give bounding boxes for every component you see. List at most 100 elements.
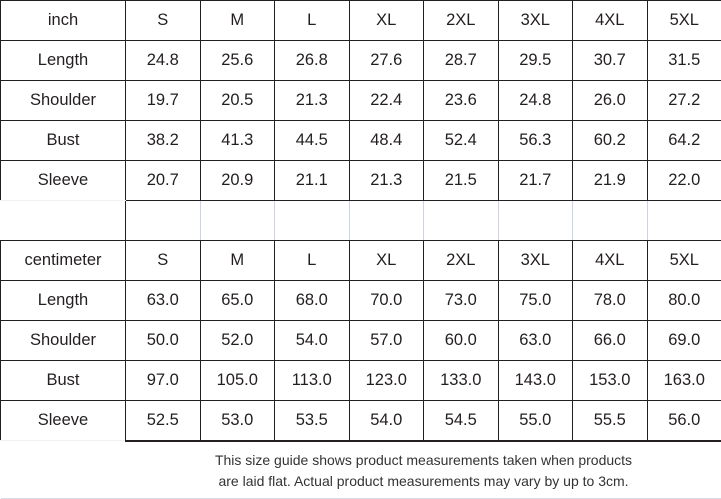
spacer-cell xyxy=(424,201,499,241)
inch-col-header-m: M xyxy=(200,1,275,41)
inch-shoulder-s: 19.7 xyxy=(126,81,201,121)
table-row: Sleeve 20.7 20.9 21.1 21.3 21.5 21.7 21.… xyxy=(1,161,721,201)
cm-header-row: centimeter S M L XL 2XL 3XL 4XL 5XL xyxy=(1,241,721,281)
cm-col-header-5xl: 5XL xyxy=(647,241,721,281)
inch-length-l: 26.8 xyxy=(275,41,350,81)
cm-sleeve-3xl: 55.0 xyxy=(498,401,573,441)
inch-length-xl: 27.6 xyxy=(349,41,424,81)
spacer-cell xyxy=(349,201,424,241)
spacer-cell xyxy=(573,201,648,241)
spacer-cell xyxy=(1,201,126,241)
cm-sleeve-5xl: 56.0 xyxy=(647,401,721,441)
cm-shoulder-xl: 57.0 xyxy=(349,321,424,361)
footer-note-row: This size guide shows product measuremen… xyxy=(1,441,721,499)
inch-row-label-length: Length xyxy=(1,41,126,81)
table-row: Sleeve 52.5 53.0 53.5 54.0 54.5 55.0 55.… xyxy=(1,401,721,441)
cm-col-header-4xl: 4XL xyxy=(573,241,648,281)
cm-length-5xl: 80.0 xyxy=(647,281,721,321)
cm-shoulder-l: 54.0 xyxy=(275,321,350,361)
table-spacer-row xyxy=(1,201,721,241)
cm-sleeve-s: 52.5 xyxy=(126,401,201,441)
table-row: Length 24.8 25.6 26.8 27.6 28.7 29.5 30.… xyxy=(1,41,721,81)
inch-bust-s: 38.2 xyxy=(126,121,201,161)
cm-sleeve-2xl: 54.5 xyxy=(424,401,499,441)
inch-bust-m: 41.3 xyxy=(200,121,275,161)
inch-sleeve-3xl: 21.7 xyxy=(498,161,573,201)
cm-col-header-m: M xyxy=(200,241,275,281)
cm-unit-label: centimeter xyxy=(1,241,126,281)
cm-length-xl: 70.0 xyxy=(349,281,424,321)
inch-length-4xl: 30.7 xyxy=(573,41,648,81)
spacer-cell xyxy=(275,201,350,241)
inch-shoulder-5xl: 27.2 xyxy=(647,81,721,121)
cm-sleeve-4xl: 55.5 xyxy=(573,401,648,441)
cm-shoulder-4xl: 66.0 xyxy=(573,321,648,361)
cm-length-l: 68.0 xyxy=(275,281,350,321)
inch-col-header-s: S xyxy=(126,1,201,41)
cm-sleeve-xl: 54.0 xyxy=(349,401,424,441)
cm-col-header-xl: XL xyxy=(349,241,424,281)
cm-bust-4xl: 153.0 xyxy=(573,361,648,401)
inch-col-header-l: L xyxy=(275,1,350,41)
inch-shoulder-2xl: 23.6 xyxy=(424,81,499,121)
cm-shoulder-5xl: 69.0 xyxy=(647,321,721,361)
cm-length-3xl: 75.0 xyxy=(498,281,573,321)
cm-col-header-l: L xyxy=(275,241,350,281)
inch-bust-3xl: 56.3 xyxy=(498,121,573,161)
cm-shoulder-m: 52.0 xyxy=(200,321,275,361)
inch-sleeve-l: 21.1 xyxy=(275,161,350,201)
cm-shoulder-3xl: 63.0 xyxy=(498,321,573,361)
inch-length-s: 24.8 xyxy=(126,41,201,81)
cm-col-header-2xl: 2XL xyxy=(424,241,499,281)
footer-note-line-1: This size guide shows product measuremen… xyxy=(134,450,714,470)
cm-sleeve-l: 53.5 xyxy=(275,401,350,441)
cm-row-label-bust: Bust xyxy=(1,361,126,401)
inch-sleeve-2xl: 21.5 xyxy=(424,161,499,201)
spacer-cell xyxy=(647,201,721,241)
inch-sleeve-5xl: 22.0 xyxy=(647,161,721,201)
cm-length-m: 65.0 xyxy=(200,281,275,321)
inch-col-header-4xl: 4XL xyxy=(573,1,648,41)
cm-sleeve-m: 53.0 xyxy=(200,401,275,441)
cm-length-s: 63.0 xyxy=(126,281,201,321)
inch-row-label-sleeve: Sleeve xyxy=(1,161,126,201)
cm-row-label-shoulder: Shoulder xyxy=(1,321,126,361)
cm-bust-xl: 123.0 xyxy=(349,361,424,401)
table-row: Bust 38.2 41.3 44.5 48.4 52.4 56.3 60.2 … xyxy=(1,121,721,161)
inch-bust-xl: 48.4 xyxy=(349,121,424,161)
inch-length-m: 25.6 xyxy=(200,41,275,81)
inch-sleeve-s: 20.7 xyxy=(126,161,201,201)
inch-sleeve-xl: 21.3 xyxy=(349,161,424,201)
cm-bust-m: 105.0 xyxy=(200,361,275,401)
inch-length-2xl: 28.7 xyxy=(424,41,499,81)
cm-bust-l: 113.0 xyxy=(275,361,350,401)
cm-length-4xl: 78.0 xyxy=(573,281,648,321)
inch-row-label-bust: Bust xyxy=(1,121,126,161)
inch-sleeve-4xl: 21.9 xyxy=(573,161,648,201)
inch-col-header-xl: XL xyxy=(349,1,424,41)
inch-sleeve-m: 20.9 xyxy=(200,161,275,201)
table-row: Shoulder 19.7 20.5 21.3 22.4 23.6 24.8 2… xyxy=(1,81,721,121)
inch-bust-l: 44.5 xyxy=(275,121,350,161)
inch-col-header-3xl: 3XL xyxy=(498,1,573,41)
spacer-cell xyxy=(200,201,275,241)
inch-length-3xl: 29.5 xyxy=(498,41,573,81)
cm-row-label-sleeve: Sleeve xyxy=(1,401,126,441)
cm-bust-3xl: 143.0 xyxy=(498,361,573,401)
table-row: Shoulder 50.0 52.0 54.0 57.0 60.0 63.0 6… xyxy=(1,321,721,361)
inch-bust-2xl: 52.4 xyxy=(424,121,499,161)
inch-bust-5xl: 64.2 xyxy=(647,121,721,161)
footer-note-line-2: are laid flat. Actual product measuremen… xyxy=(134,471,714,491)
inch-bust-4xl: 60.2 xyxy=(573,121,648,161)
inch-col-header-5xl: 5XL xyxy=(647,1,721,41)
cm-length-2xl: 73.0 xyxy=(424,281,499,321)
footer-blank-cell xyxy=(1,441,126,499)
spacer-cell xyxy=(498,201,573,241)
inch-header-row: inch S M L XL 2XL 3XL 4XL 5XL xyxy=(1,1,721,41)
table-row: Bust 97.0 105.0 113.0 123.0 133.0 143.0 … xyxy=(1,361,721,401)
inch-col-header-2xl: 2XL xyxy=(424,1,499,41)
cm-bust-s: 97.0 xyxy=(126,361,201,401)
